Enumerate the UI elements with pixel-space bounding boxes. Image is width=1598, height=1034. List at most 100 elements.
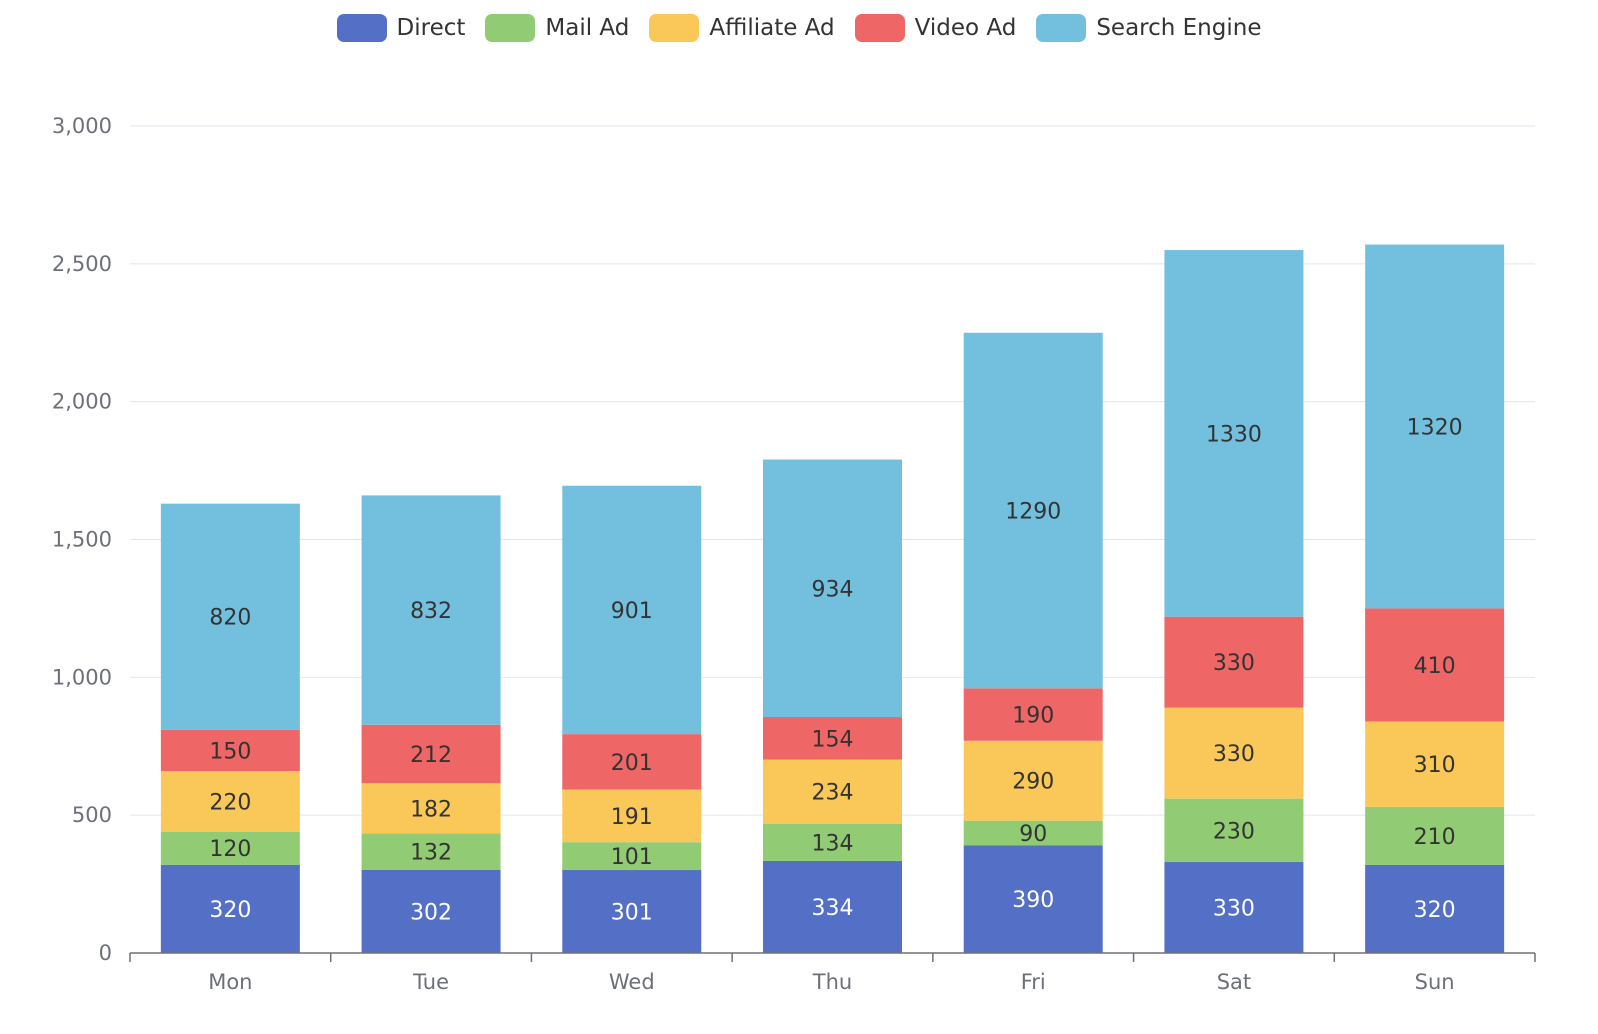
data-label: 302 bbox=[410, 900, 452, 925]
bar-mail-ad bbox=[562, 842, 702, 871]
data-label: 901 bbox=[611, 599, 653, 624]
legend-swatch bbox=[336, 14, 387, 42]
bar-affiliate-ad bbox=[1365, 721, 1505, 807]
data-label: 201 bbox=[611, 751, 653, 776]
bar-affiliate-ad bbox=[1164, 707, 1304, 799]
bar-direct bbox=[1365, 864, 1505, 953]
x-tick-label: Fri bbox=[1021, 970, 1046, 994]
bar-video-ad bbox=[1164, 616, 1304, 708]
data-label: 154 bbox=[812, 727, 854, 752]
y-tick-label: 0 bbox=[99, 941, 112, 965]
bar-search-engine bbox=[1365, 244, 1505, 609]
x-tick-label: Sat bbox=[1217, 970, 1251, 994]
bar-direct bbox=[562, 870, 702, 953]
data-label: 120 bbox=[209, 837, 251, 862]
legend-label: Mail Ad bbox=[545, 15, 630, 41]
bar-search-engine bbox=[562, 485, 702, 735]
x-tick-label: Thu bbox=[812, 970, 852, 994]
y-tick-label: 2,000 bbox=[52, 390, 112, 414]
bar-video-ad bbox=[160, 729, 300, 772]
data-label: 220 bbox=[209, 790, 251, 815]
bar-mail-ad bbox=[763, 823, 902, 861]
legend-item-mail-ad[interactable]: Mail Ad bbox=[485, 14, 629, 42]
data-label: 934 bbox=[812, 577, 854, 602]
y-tick-label: 1,500 bbox=[52, 528, 112, 552]
bar-mail-ad bbox=[361, 833, 501, 870]
legend-label: Direct bbox=[396, 15, 466, 41]
data-label: 230 bbox=[1213, 819, 1255, 844]
bar-video-ad bbox=[361, 724, 501, 784]
y-tick-label: 1,000 bbox=[52, 665, 112, 689]
x-tick-label: Sun bbox=[1415, 970, 1455, 994]
bar-affiliate-ad bbox=[963, 740, 1103, 821]
bar-video-ad bbox=[562, 734, 702, 790]
y-tick-label: 2,500 bbox=[52, 252, 112, 276]
bar-search-engine bbox=[1164, 250, 1304, 617]
bar-mail-ad bbox=[963, 820, 1103, 846]
bar-video-ad bbox=[1365, 608, 1505, 722]
data-label: 290 bbox=[1012, 770, 1054, 795]
data-label: 301 bbox=[611, 901, 653, 926]
bar-search-engine bbox=[160, 503, 300, 730]
y-tick-label: 500 bbox=[72, 803, 112, 827]
bar-mail-ad bbox=[160, 831, 300, 865]
legend-item-affiliate-ad[interactable]: Affiliate Ad bbox=[649, 14, 835, 42]
data-label: 101 bbox=[611, 845, 653, 870]
bar-affiliate-ad bbox=[763, 759, 902, 824]
data-label: 320 bbox=[209, 898, 251, 923]
x-tick-label: Wed bbox=[609, 970, 655, 994]
bar-affiliate-ad bbox=[160, 771, 300, 832]
data-label: 212 bbox=[410, 743, 452, 768]
legend-swatch bbox=[854, 14, 905, 42]
bar-direct bbox=[763, 860, 902, 953]
data-label: 330 bbox=[1213, 742, 1255, 767]
bar-search-engine bbox=[361, 495, 501, 725]
x-tick-label: Mon bbox=[208, 970, 252, 994]
data-label: 210 bbox=[1414, 825, 1456, 850]
legend-swatch bbox=[649, 14, 700, 42]
legend-label: Affiliate Ad bbox=[709, 15, 835, 41]
bar-search-engine bbox=[763, 459, 902, 718]
legend-swatch bbox=[1036, 14, 1087, 42]
data-label: 820 bbox=[209, 606, 251, 631]
bar-direct bbox=[160, 864, 300, 953]
bar-direct bbox=[1164, 862, 1304, 953]
bar-search-engine bbox=[963, 332, 1103, 689]
data-label: 320 bbox=[1414, 898, 1456, 923]
legend-item-search-engine[interactable]: Search Engine bbox=[1036, 14, 1261, 42]
data-label: 310 bbox=[1414, 753, 1456, 778]
legend-item-video-ad[interactable]: Video Ad bbox=[854, 14, 1017, 42]
data-label: 1320 bbox=[1407, 415, 1463, 440]
bar-affiliate-ad bbox=[562, 789, 702, 843]
bar-mail-ad bbox=[1164, 798, 1304, 863]
data-label: 132 bbox=[410, 841, 452, 866]
data-label: 150 bbox=[209, 739, 251, 764]
legend-swatch bbox=[485, 14, 536, 42]
y-tick-label: 3,000 bbox=[52, 114, 112, 138]
legend-label: Search Engine bbox=[1096, 15, 1262, 41]
legend-item-direct[interactable]: Direct bbox=[336, 14, 466, 42]
data-label: 134 bbox=[812, 831, 854, 856]
data-label: 410 bbox=[1414, 654, 1456, 679]
data-label: 182 bbox=[410, 797, 452, 822]
data-label: 334 bbox=[812, 896, 854, 921]
bar-video-ad bbox=[763, 717, 902, 760]
data-label: 1330 bbox=[1206, 422, 1262, 447]
data-label: 190 bbox=[1012, 704, 1054, 729]
bar-direct bbox=[963, 845, 1103, 953]
bar-mail-ad bbox=[1365, 806, 1505, 865]
data-label: 90 bbox=[1019, 822, 1047, 847]
data-label: 330 bbox=[1213, 897, 1255, 922]
legend: Direct Mail Ad Affiliate Ad Video Ad Search … bbox=[0, 14, 1598, 42]
legend-label: Video Ad bbox=[914, 15, 1017, 41]
data-label: 330 bbox=[1213, 651, 1255, 676]
data-label: 234 bbox=[812, 781, 854, 806]
data-label: 1290 bbox=[1005, 500, 1061, 525]
data-label: 832 bbox=[410, 599, 452, 624]
x-tick-label: Tue bbox=[412, 970, 449, 994]
bar-direct bbox=[361, 869, 501, 953]
data-label: 390 bbox=[1012, 888, 1054, 913]
bar-video-ad bbox=[963, 688, 1103, 741]
